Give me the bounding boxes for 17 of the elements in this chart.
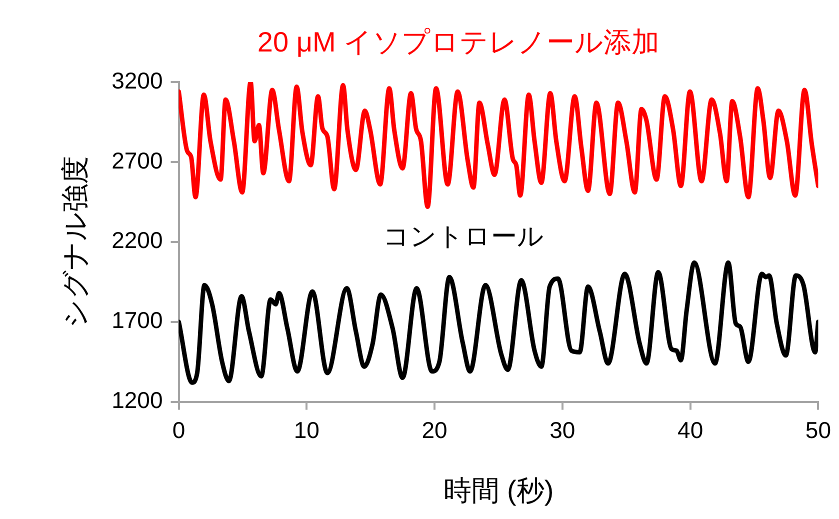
y-tick-label: 3200 [112, 67, 163, 94]
y-tick-label: 2700 [112, 147, 163, 174]
y-tick-label: 1200 [112, 387, 163, 414]
x-tick-label: 0 [172, 416, 186, 443]
x-tick-label: 50 [805, 416, 832, 443]
x-tick-label: 10 [294, 416, 320, 443]
y-axis-title: シグナル強度 [60, 156, 91, 328]
x-axis-title: 時間 (秒) [443, 474, 554, 506]
x-tick-label: 20 [422, 416, 448, 443]
y-tick-label: 2200 [112, 227, 163, 254]
series-label: コントロール [382, 220, 544, 251]
x-tick-label: 30 [550, 416, 576, 443]
x-tick-label: 40 [678, 416, 704, 443]
line-series [178, 260, 818, 385]
line-series [178, 82, 818, 209]
series-label: 20 μM イソプロテレノール添加 [257, 26, 660, 58]
y-tick-label: 1700 [112, 307, 163, 334]
